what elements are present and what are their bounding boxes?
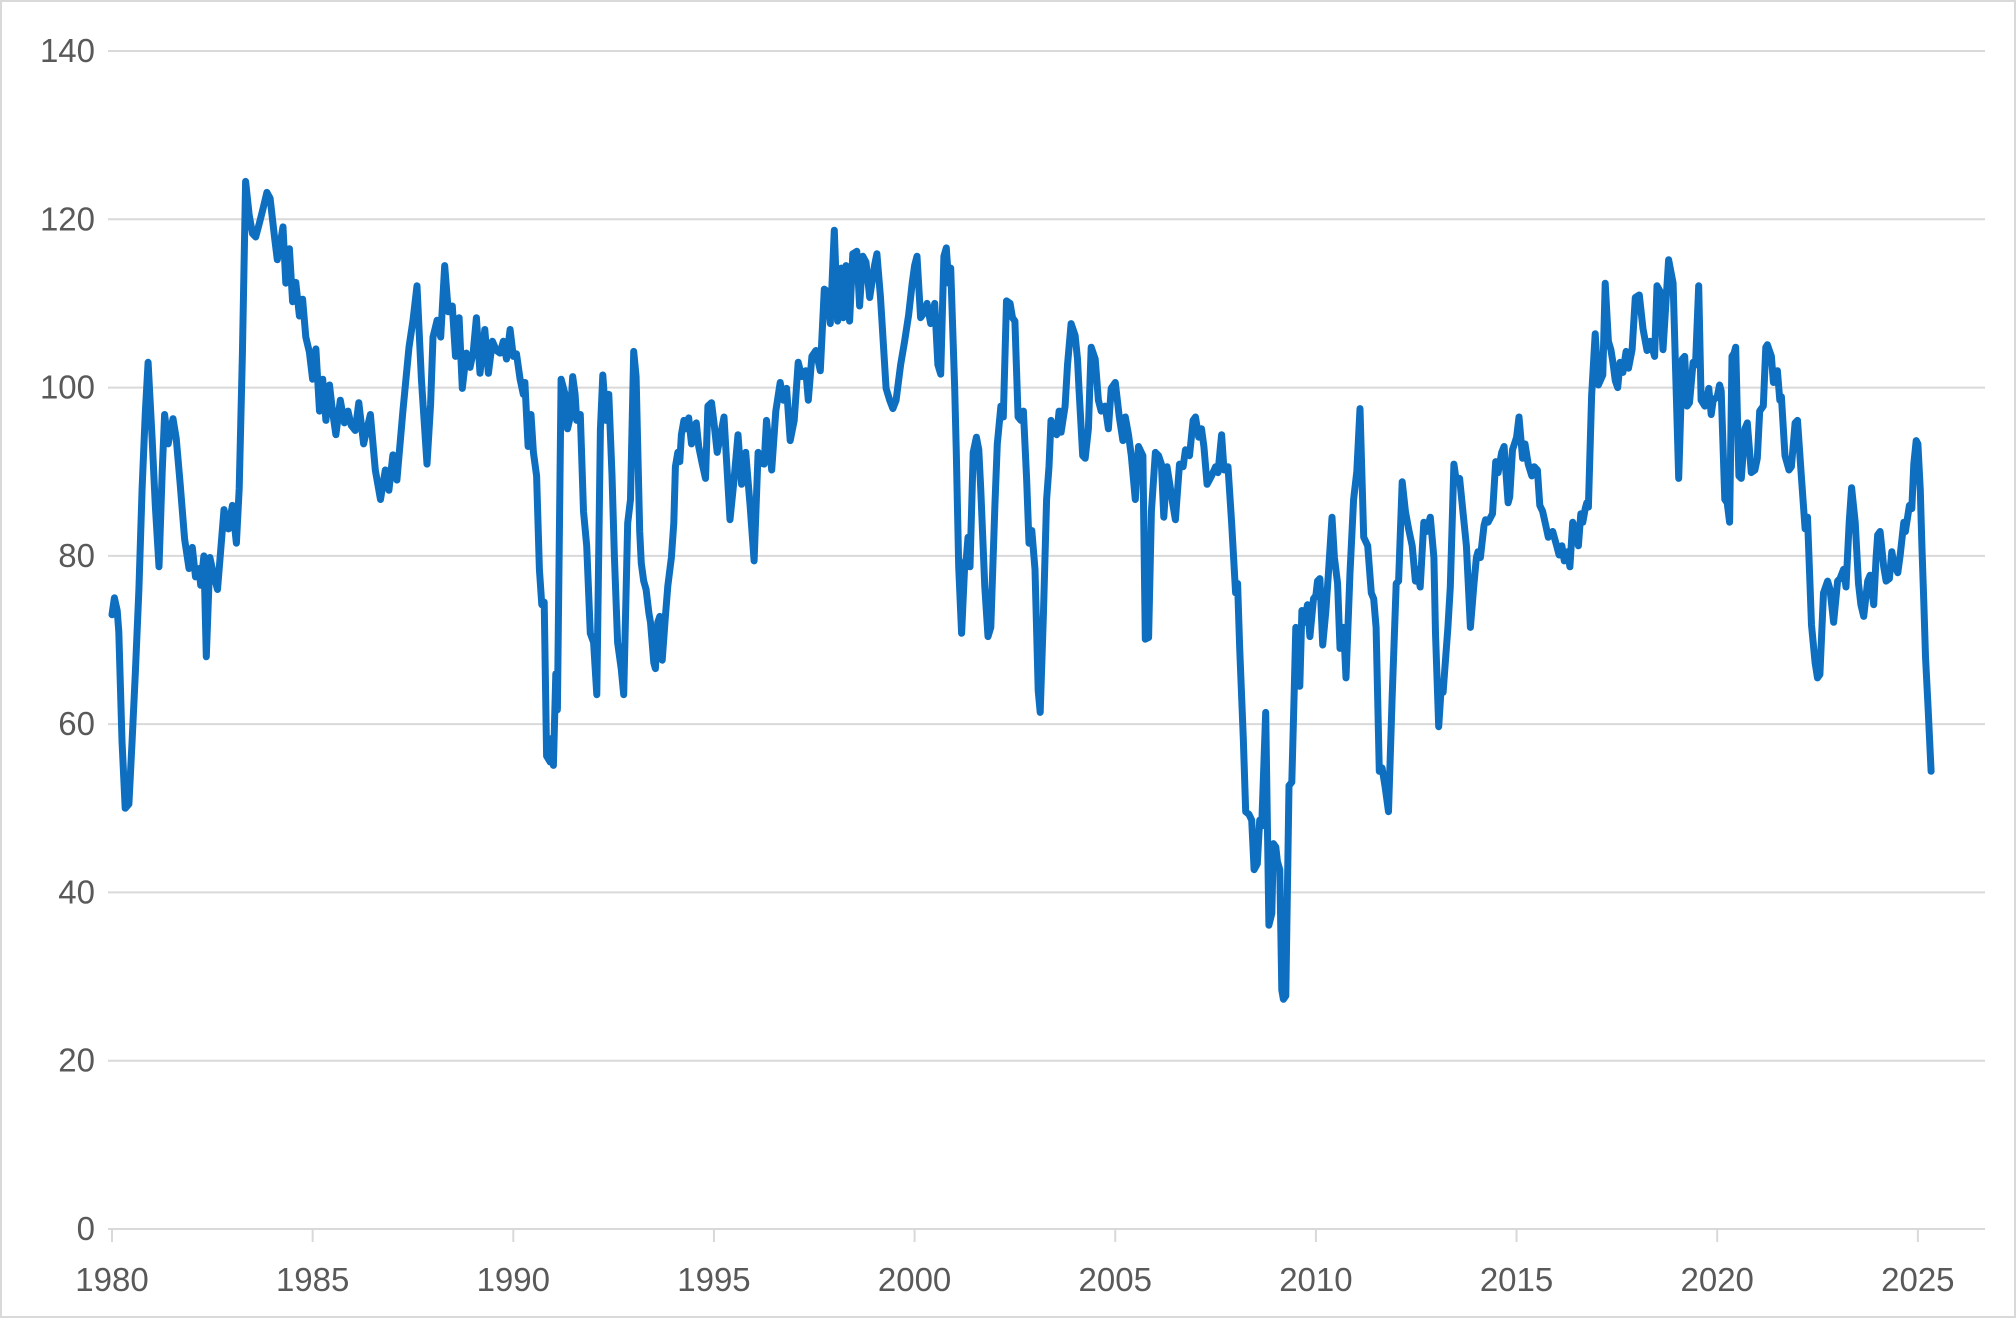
x-axis-tick-label: 1980 xyxy=(75,1261,148,1298)
x-axis-tick-label: 2000 xyxy=(878,1261,951,1298)
x-axis-tick-label: 2020 xyxy=(1680,1261,1753,1298)
y-axis-tick-label: 20 xyxy=(58,1042,95,1079)
x-axis-tick-label: 2010 xyxy=(1279,1261,1352,1298)
x-axis-tick-label: 1985 xyxy=(276,1261,349,1298)
y-axis-tick-label: 80 xyxy=(58,537,95,574)
x-axis-tick-label: 1995 xyxy=(677,1261,750,1298)
x-axis-tick-label: 2025 xyxy=(1881,1261,1954,1298)
x-axis-tick-label: 1990 xyxy=(477,1261,550,1298)
y-axis-tick-label: 120 xyxy=(40,200,95,237)
y-axis-tick-label: 140 xyxy=(40,32,95,69)
y-axis-tick-label: 40 xyxy=(58,873,95,910)
y-axis-tick-label: 100 xyxy=(40,369,95,406)
y-axis-tick-label: 60 xyxy=(58,705,95,742)
x-axis-tick-label: 2005 xyxy=(1079,1261,1152,1298)
x-axis-tick-label: 2015 xyxy=(1480,1261,1553,1298)
data-series-line xyxy=(108,177,1935,1003)
y-axis-tick-label: 0 xyxy=(77,1210,95,1247)
